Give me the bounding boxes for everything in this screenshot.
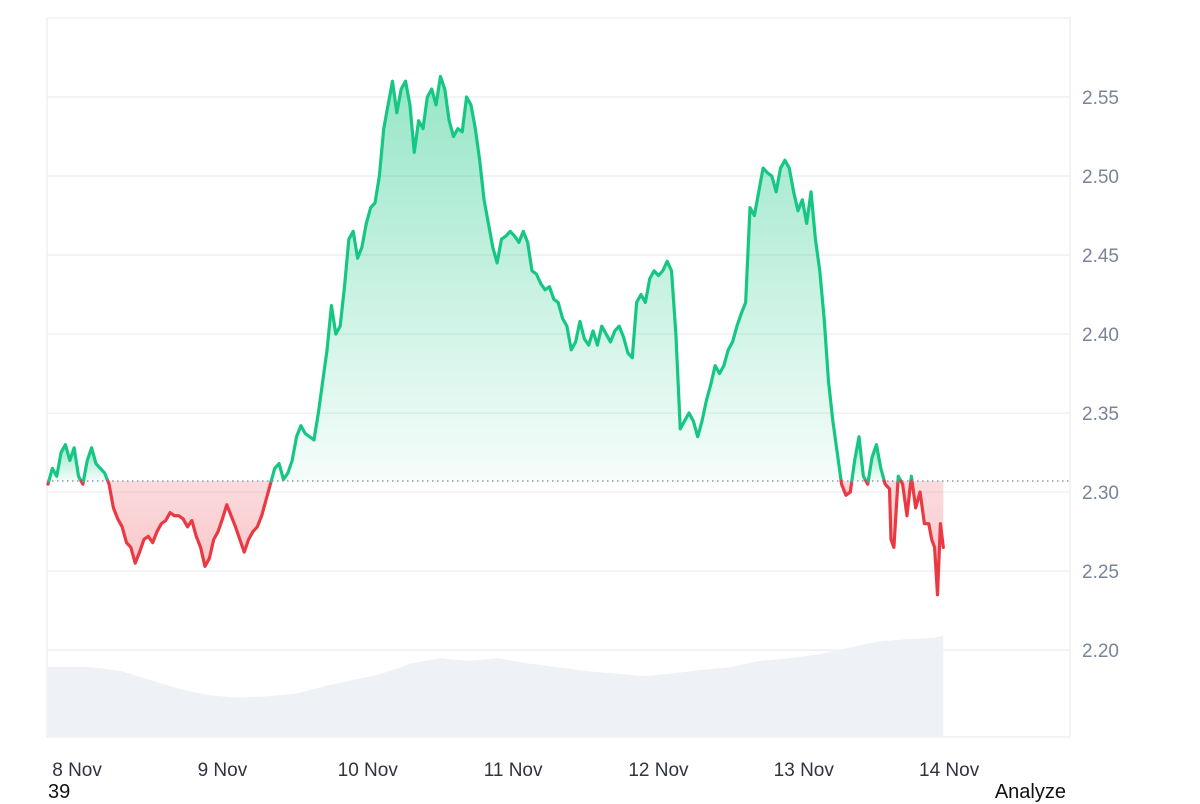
- x-tick-label: 12 Nov: [628, 760, 689, 781]
- price-line: [46, 74, 945, 597]
- line-segment-down: [839, 479, 854, 497]
- line-segment-down: [106, 479, 273, 568]
- x-tick-label: 8 Nov: [52, 760, 102, 781]
- line-segment-up: [47, 443, 83, 483]
- x-tick-label: 13 Nov: [774, 760, 835, 781]
- x-tick-label: 11 Nov: [484, 760, 543, 781]
- x-tick-label: 9 Nov: [198, 760, 248, 781]
- line-segment-up: [850, 435, 868, 483]
- volume-area: [48, 635, 944, 737]
- footer-left-label: 39: [48, 781, 71, 803]
- y-tick-label: 2.25: [1082, 562, 1119, 583]
- y-tick-label: 2.55: [1082, 88, 1119, 109]
- line-segment-up: [269, 74, 843, 483]
- line-segment-down: [910, 479, 945, 597]
- y-tick-label: 2.40: [1082, 325, 1119, 346]
- grid-lines: [47, 96, 1070, 651]
- volume-fill: [48, 635, 944, 737]
- line-segment-up: [896, 474, 903, 483]
- line-segment-down: [882, 479, 900, 549]
- y-tick-label: 2.35: [1082, 404, 1119, 425]
- y-tick-label: 2.45: [1082, 246, 1119, 267]
- x-axis: 8 Nov 9 Nov 10 Nov 11 Nov 12 Nov 13 Nov 14 Nov: [52, 760, 979, 781]
- x-tick-label: 10 Nov: [338, 760, 399, 781]
- line-segment-up: [81, 446, 110, 483]
- y-tick-label: 2.20: [1082, 641, 1119, 662]
- y-axis: 2.55 2.50 2.45 2.40 2.35 2.30 2.25 2.20: [1082, 88, 1119, 662]
- y-tick-label: 2.30: [1082, 483, 1119, 504]
- x-tick-label: 14 Nov: [919, 760, 980, 781]
- analyze-link[interactable]: Analyze: [994, 781, 1066, 803]
- area-above-baseline: [271, 76, 842, 482]
- line-segment-up: [866, 443, 886, 483]
- y-tick-label: 2.50: [1082, 167, 1119, 188]
- line-segment-down: [899, 479, 913, 518]
- area-below-baseline: [911, 481, 944, 595]
